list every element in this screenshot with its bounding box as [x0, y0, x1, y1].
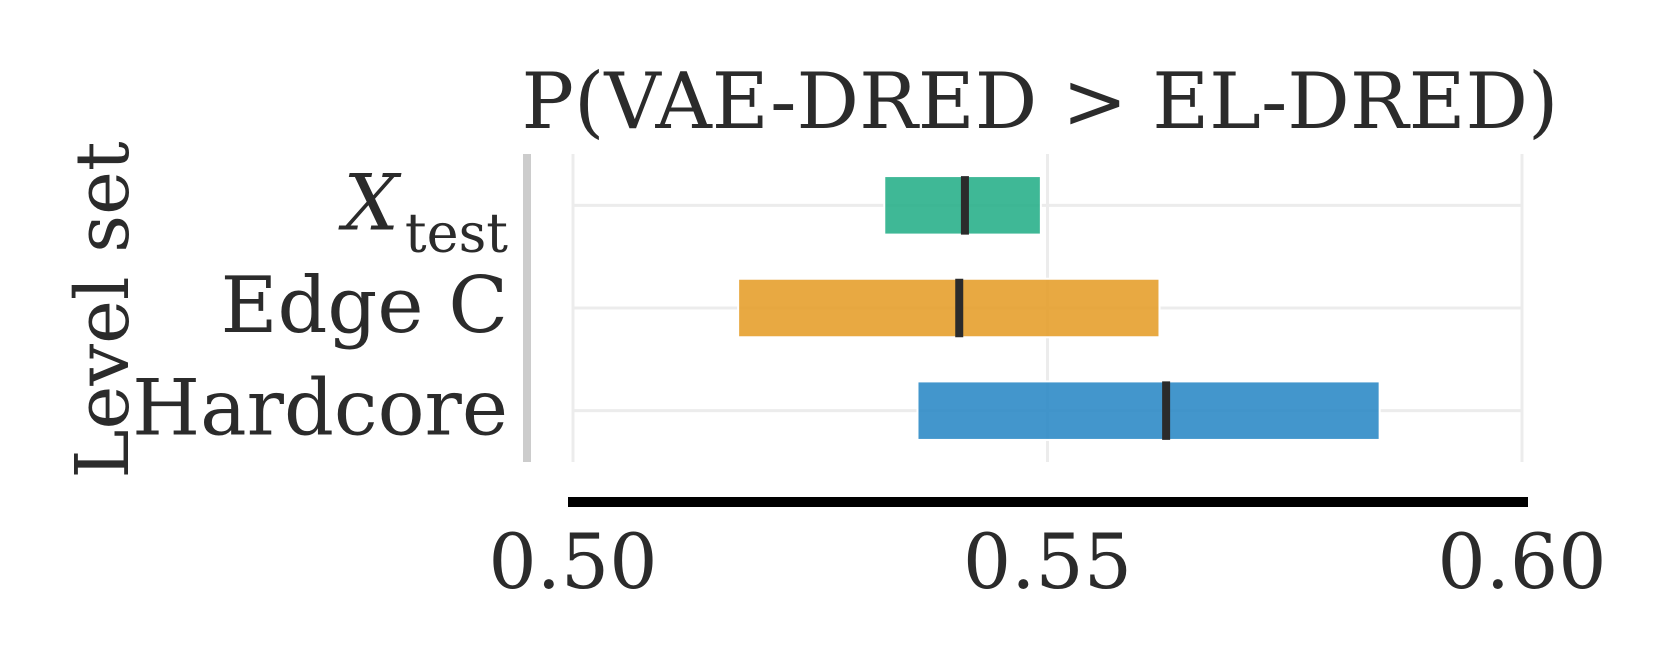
chart-title: P(VAE-DRED > EL-DRED) — [522, 57, 1559, 147]
interval-bar-2 — [916, 380, 1381, 441]
interval-bar-1 — [737, 277, 1161, 339]
x-tick-label-2: 0.60 — [1437, 517, 1606, 606]
category-label-1: Edge C — [221, 261, 508, 351]
y-axis-label: Level set — [60, 141, 146, 478]
category-label-2: Hardcore — [132, 364, 508, 454]
x-tick-label-1: 0.55 — [963, 517, 1132, 606]
x-tick-labels: 0.50 0.55 0.60 — [488, 517, 1606, 606]
x-tick-label-0: 0.50 — [488, 517, 657, 606]
point-estimates — [955, 176, 1171, 440]
